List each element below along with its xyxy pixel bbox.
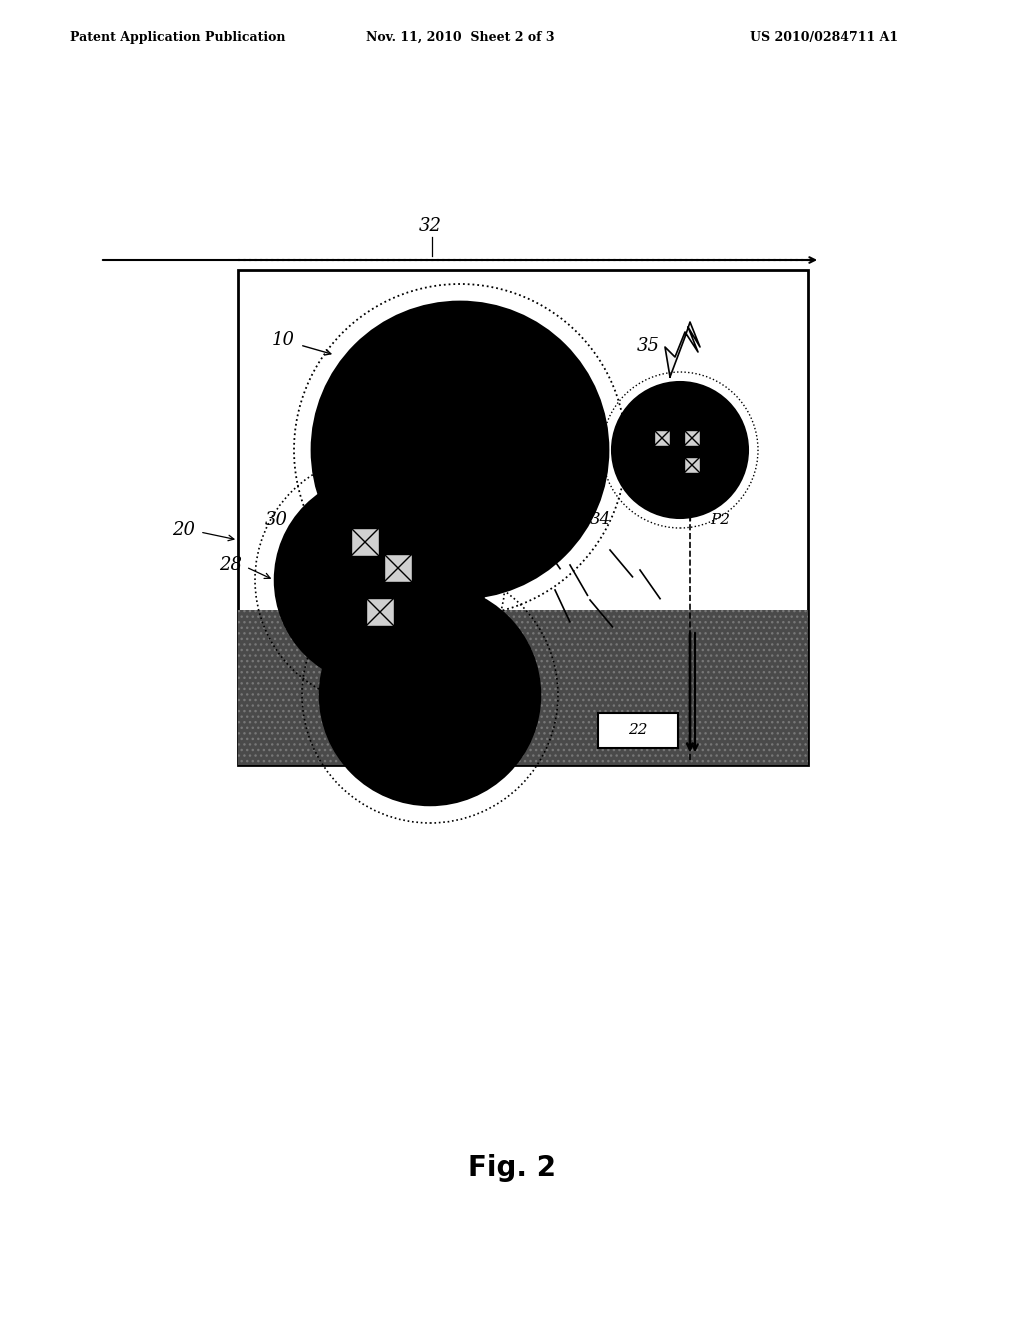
Circle shape	[275, 475, 485, 685]
Bar	[384, 554, 412, 582]
Text: 22: 22	[629, 723, 648, 737]
Circle shape	[612, 381, 748, 517]
Text: 20: 20	[172, 521, 195, 539]
Text: 26: 26	[462, 594, 485, 612]
Text: 34: 34	[590, 511, 610, 528]
Bar	[238, 610, 808, 766]
Bar	[654, 430, 670, 446]
Text: 10: 10	[272, 331, 295, 348]
Circle shape	[319, 585, 540, 805]
Bar	[238, 271, 808, 766]
Text: 28: 28	[219, 556, 242, 574]
Polygon shape	[665, 322, 700, 378]
Text: 30: 30	[265, 511, 288, 529]
Text: US 2010/0284711 A1: US 2010/0284711 A1	[750, 30, 898, 44]
Bar	[598, 713, 678, 748]
Text: 35: 35	[637, 337, 660, 355]
Text: 24: 24	[490, 558, 513, 577]
Text: P2: P2	[710, 513, 730, 527]
Bar	[366, 598, 394, 626]
Text: 32: 32	[419, 216, 441, 235]
Bar	[351, 528, 379, 556]
Text: Nov. 11, 2010  Sheet 2 of 3: Nov. 11, 2010 Sheet 2 of 3	[366, 30, 554, 44]
Text: Fig. 2: Fig. 2	[468, 1154, 556, 1181]
Bar	[238, 610, 808, 766]
Bar	[684, 457, 700, 473]
Circle shape	[312, 302, 608, 598]
Text: P1: P1	[508, 506, 528, 519]
Bar	[684, 430, 700, 446]
Text: Patent Application Publication: Patent Application Publication	[70, 30, 286, 44]
